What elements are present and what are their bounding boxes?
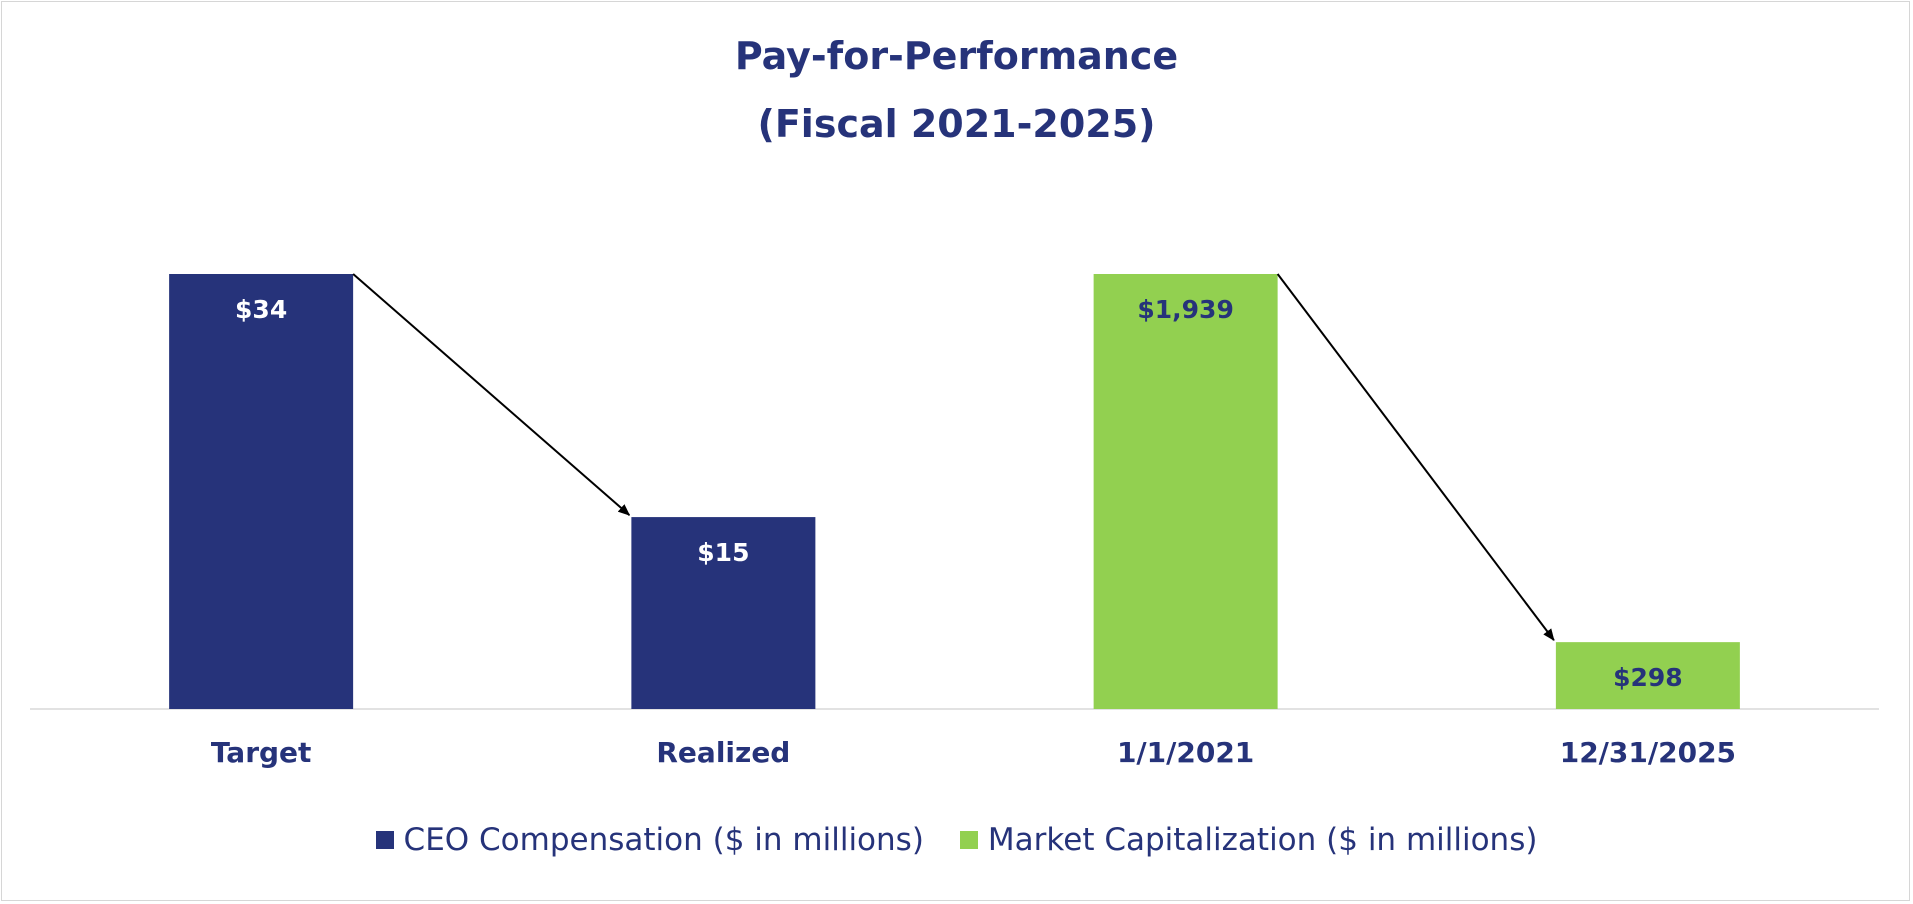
trend-arrow-0 bbox=[352, 273, 631, 516]
legend-swatch-ceo-compensation bbox=[375, 831, 394, 849]
chart-legend: CEO Compensation ($ in millions) Market … bbox=[0, 822, 1913, 858]
legend-swatch-market-capitalization bbox=[959, 831, 978, 849]
x-tick-label-1: Realized bbox=[656, 736, 790, 769]
bar-ceo-compensation-0 bbox=[169, 274, 354, 709]
legend-label-market-capitalization: Market Capitalization ($ in millions) bbox=[987, 822, 1538, 858]
x-tick-label-0: Target bbox=[211, 736, 312, 769]
x-tick-label-3: 12/31/2025 bbox=[1560, 736, 1736, 769]
legend-item-ceo-compensation: CEO Compensation ($ in millions) bbox=[375, 822, 924, 858]
chart-subtitle: (Fiscal 2021-2025) bbox=[757, 102, 1156, 146]
data-label-3: $298 bbox=[1613, 663, 1683, 692]
data-label-2: $1,939 bbox=[1137, 295, 1233, 324]
bar-ceo-compensation-1 bbox=[631, 517, 816, 709]
x-tick-label-2: 1/1/2021 bbox=[1117, 736, 1254, 769]
bar-market-cap-2 bbox=[1093, 274, 1278, 709]
bar-market-cap-3 bbox=[1555, 642, 1740, 709]
trend-arrow-1 bbox=[1276, 273, 1555, 641]
data-label-0: $34 bbox=[235, 295, 287, 324]
legend-item-market-capitalization: Market Capitalization ($ in millions) bbox=[959, 822, 1538, 858]
legend-label-ceo-compensation: CEO Compensation ($ in millions) bbox=[403, 822, 924, 858]
chart-title: Pay-for-Performance bbox=[734, 34, 1179, 78]
data-label-1: $15 bbox=[697, 538, 749, 567]
